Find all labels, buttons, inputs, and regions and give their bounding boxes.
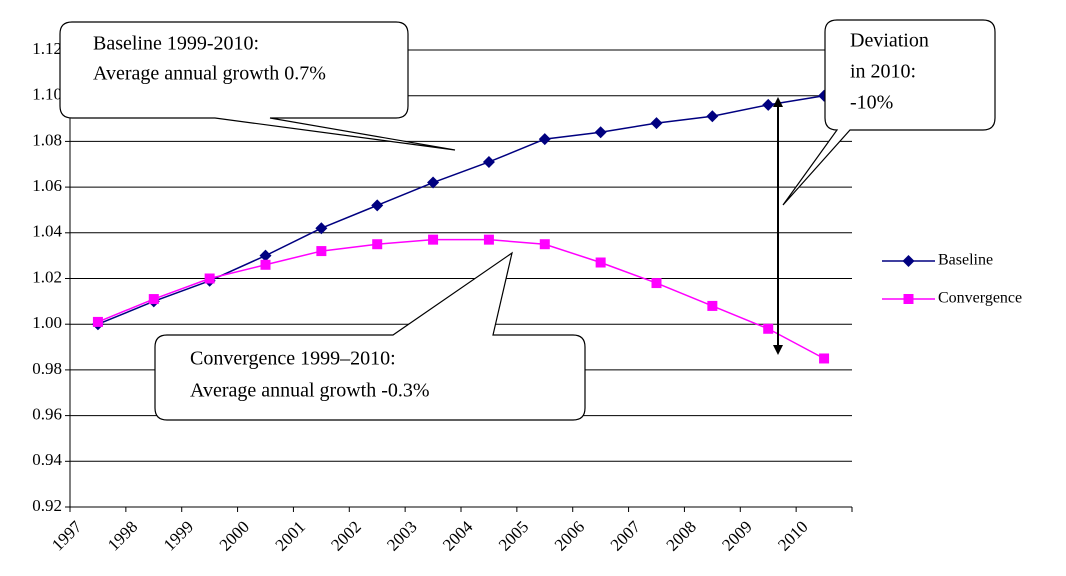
point <box>483 234 494 245</box>
y-tick-label: 1.06 <box>32 176 62 195</box>
y-tick-label: 0.96 <box>32 405 62 424</box>
x-tick-label: 2008 <box>662 517 699 554</box>
callout-text: Baseline 1999-2010: <box>93 33 259 55</box>
y-tick-label: 0.98 <box>32 359 62 378</box>
callout-text: Average annual growth 0.7% <box>93 63 326 85</box>
callout-text: Deviation <box>850 30 929 52</box>
callout-text: Average annual growth -0.3% <box>190 380 430 402</box>
legend-marker <box>902 255 915 267</box>
x-tick-label: 1999 <box>160 517 197 554</box>
point <box>428 234 439 245</box>
point <box>650 117 663 130</box>
point <box>482 155 495 168</box>
point <box>260 259 271 270</box>
point <box>595 257 606 268</box>
point <box>539 239 550 250</box>
legend-label: Convergence <box>938 290 1022 307</box>
point <box>372 239 383 250</box>
y-tick-label: 1.04 <box>32 222 62 241</box>
x-tick-label: 2004 <box>439 517 477 555</box>
y-tick-label: 1.00 <box>32 313 62 332</box>
x-tick-label: 1998 <box>104 517 141 554</box>
x-tick-label: 1997 <box>48 517 86 555</box>
y-tick-label: 0.94 <box>32 450 62 469</box>
callout-baseline: Baseline 1999-2010: Average annual growt… <box>59 21 456 151</box>
callout-text: Convergence 1999–2010: <box>190 348 396 370</box>
x-tick-label: 2009 <box>718 517 755 554</box>
point <box>706 110 719 123</box>
legend-label: Baseline <box>938 252 993 269</box>
point <box>763 323 774 334</box>
point <box>92 316 103 327</box>
callout-deviation: Deviation in 2010: -10% <box>782 19 996 206</box>
callout-text: -10% <box>850 92 893 114</box>
x-tick-label: 2006 <box>551 517 588 554</box>
x-tick-label: 2005 <box>495 517 532 554</box>
y-tick-label: 1.12 <box>32 39 62 58</box>
x-tick-label: 2003 <box>383 517 420 554</box>
legend: Baseline Convergence <box>882 252 1022 307</box>
x-tick-label: 2007 <box>607 517 645 555</box>
point <box>371 199 384 212</box>
point <box>204 273 215 284</box>
y-tick-label: 0.92 <box>32 496 62 515</box>
x-tick-label: 2010 <box>774 517 811 554</box>
point <box>316 246 327 257</box>
series-line <box>97 238 825 360</box>
point <box>762 98 775 111</box>
legend-marker <box>903 294 914 304</box>
point <box>315 222 328 235</box>
y-tick-label: 1.10 <box>32 85 62 104</box>
point <box>259 249 272 262</box>
point <box>651 278 662 289</box>
point <box>427 176 440 189</box>
x-tick-label: 2001 <box>271 517 308 554</box>
callout-text: in 2010: <box>850 61 916 83</box>
x-tick-label: 2000 <box>216 517 253 554</box>
callout-convergence: Convergence 1999–2010: Average annual gr… <box>154 251 586 421</box>
point <box>538 133 551 146</box>
x-tick-label: 2002 <box>327 517 364 554</box>
point <box>148 294 159 305</box>
point <box>594 126 607 139</box>
y-tick-label: 1.08 <box>32 130 62 149</box>
point <box>819 353 830 364</box>
point <box>707 300 718 311</box>
y-tick-label: 1.02 <box>32 267 62 286</box>
